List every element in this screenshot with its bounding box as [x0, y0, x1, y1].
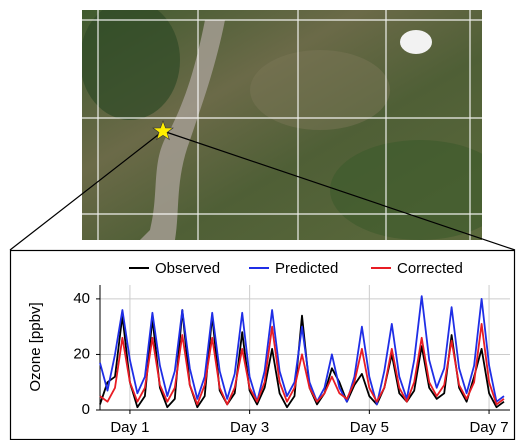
legend-label: Corrected [397, 260, 463, 277]
chart-frame [9, 249, 516, 440]
zoom-line [9, 130, 164, 251]
y-axis-label: Ozone [ppbv] [27, 302, 44, 391]
x-tick-label: Day 7 [469, 419, 508, 436]
x-tick-label: Day 1 [110, 419, 149, 436]
location-star [152, 120, 174, 141]
y-tick-label: 0 [82, 401, 90, 418]
y-tick-label: 20 [73, 345, 90, 362]
data-line [99, 309, 505, 409]
data-line [99, 323, 505, 406]
x-tick-label: Day 5 [350, 419, 389, 436]
y-tick-label: 40 [73, 290, 90, 307]
x-tick-label: Day 3 [230, 419, 269, 436]
legend-label: Predicted [275, 260, 338, 277]
satellite-map [82, 10, 482, 240]
data-line [99, 295, 505, 406]
zoom-line [162, 130, 516, 251]
legend-label: Observed [155, 260, 220, 277]
